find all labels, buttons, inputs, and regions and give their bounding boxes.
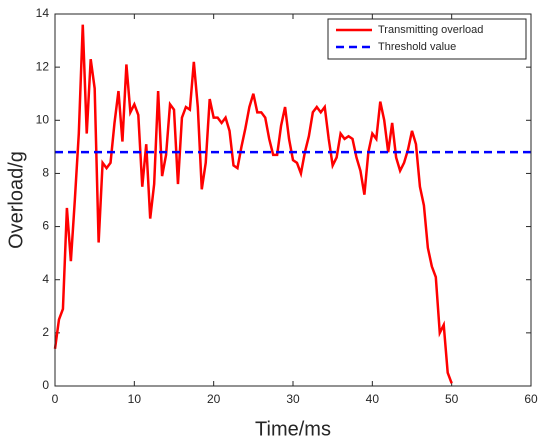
x-tick-label: 30 bbox=[286, 392, 300, 406]
x-tick-label: 50 bbox=[445, 392, 459, 406]
x-tick-label: 60 bbox=[524, 392, 538, 406]
x-tick-label: 10 bbox=[128, 392, 142, 406]
x-tick-label: 0 bbox=[52, 392, 59, 406]
x-tick-label: 40 bbox=[366, 392, 380, 406]
y-tick-label: 4 bbox=[42, 272, 49, 286]
series-line bbox=[53, 24, 453, 384]
y-tick-label: 10 bbox=[36, 112, 50, 126]
y-axis-label: Overload/g bbox=[5, 151, 27, 249]
legend-label: Threshold value bbox=[378, 41, 456, 53]
x-axis-label: Time/ms bbox=[255, 418, 331, 440]
legend-label: Transmitting overload bbox=[378, 24, 483, 36]
legend-box bbox=[327, 18, 527, 60]
y-tick-label: 2 bbox=[42, 325, 49, 339]
y-tick-label: 14 bbox=[36, 6, 50, 20]
y-tick-label: 0 bbox=[42, 378, 49, 392]
y-tick-label: 8 bbox=[42, 166, 49, 180]
y-tick-label: 6 bbox=[42, 219, 49, 233]
y-tick-label: 12 bbox=[36, 59, 50, 73]
plot-area bbox=[55, 14, 531, 386]
x-tick-label: 20 bbox=[207, 392, 221, 406]
plot-frame bbox=[54, 13, 532, 387]
